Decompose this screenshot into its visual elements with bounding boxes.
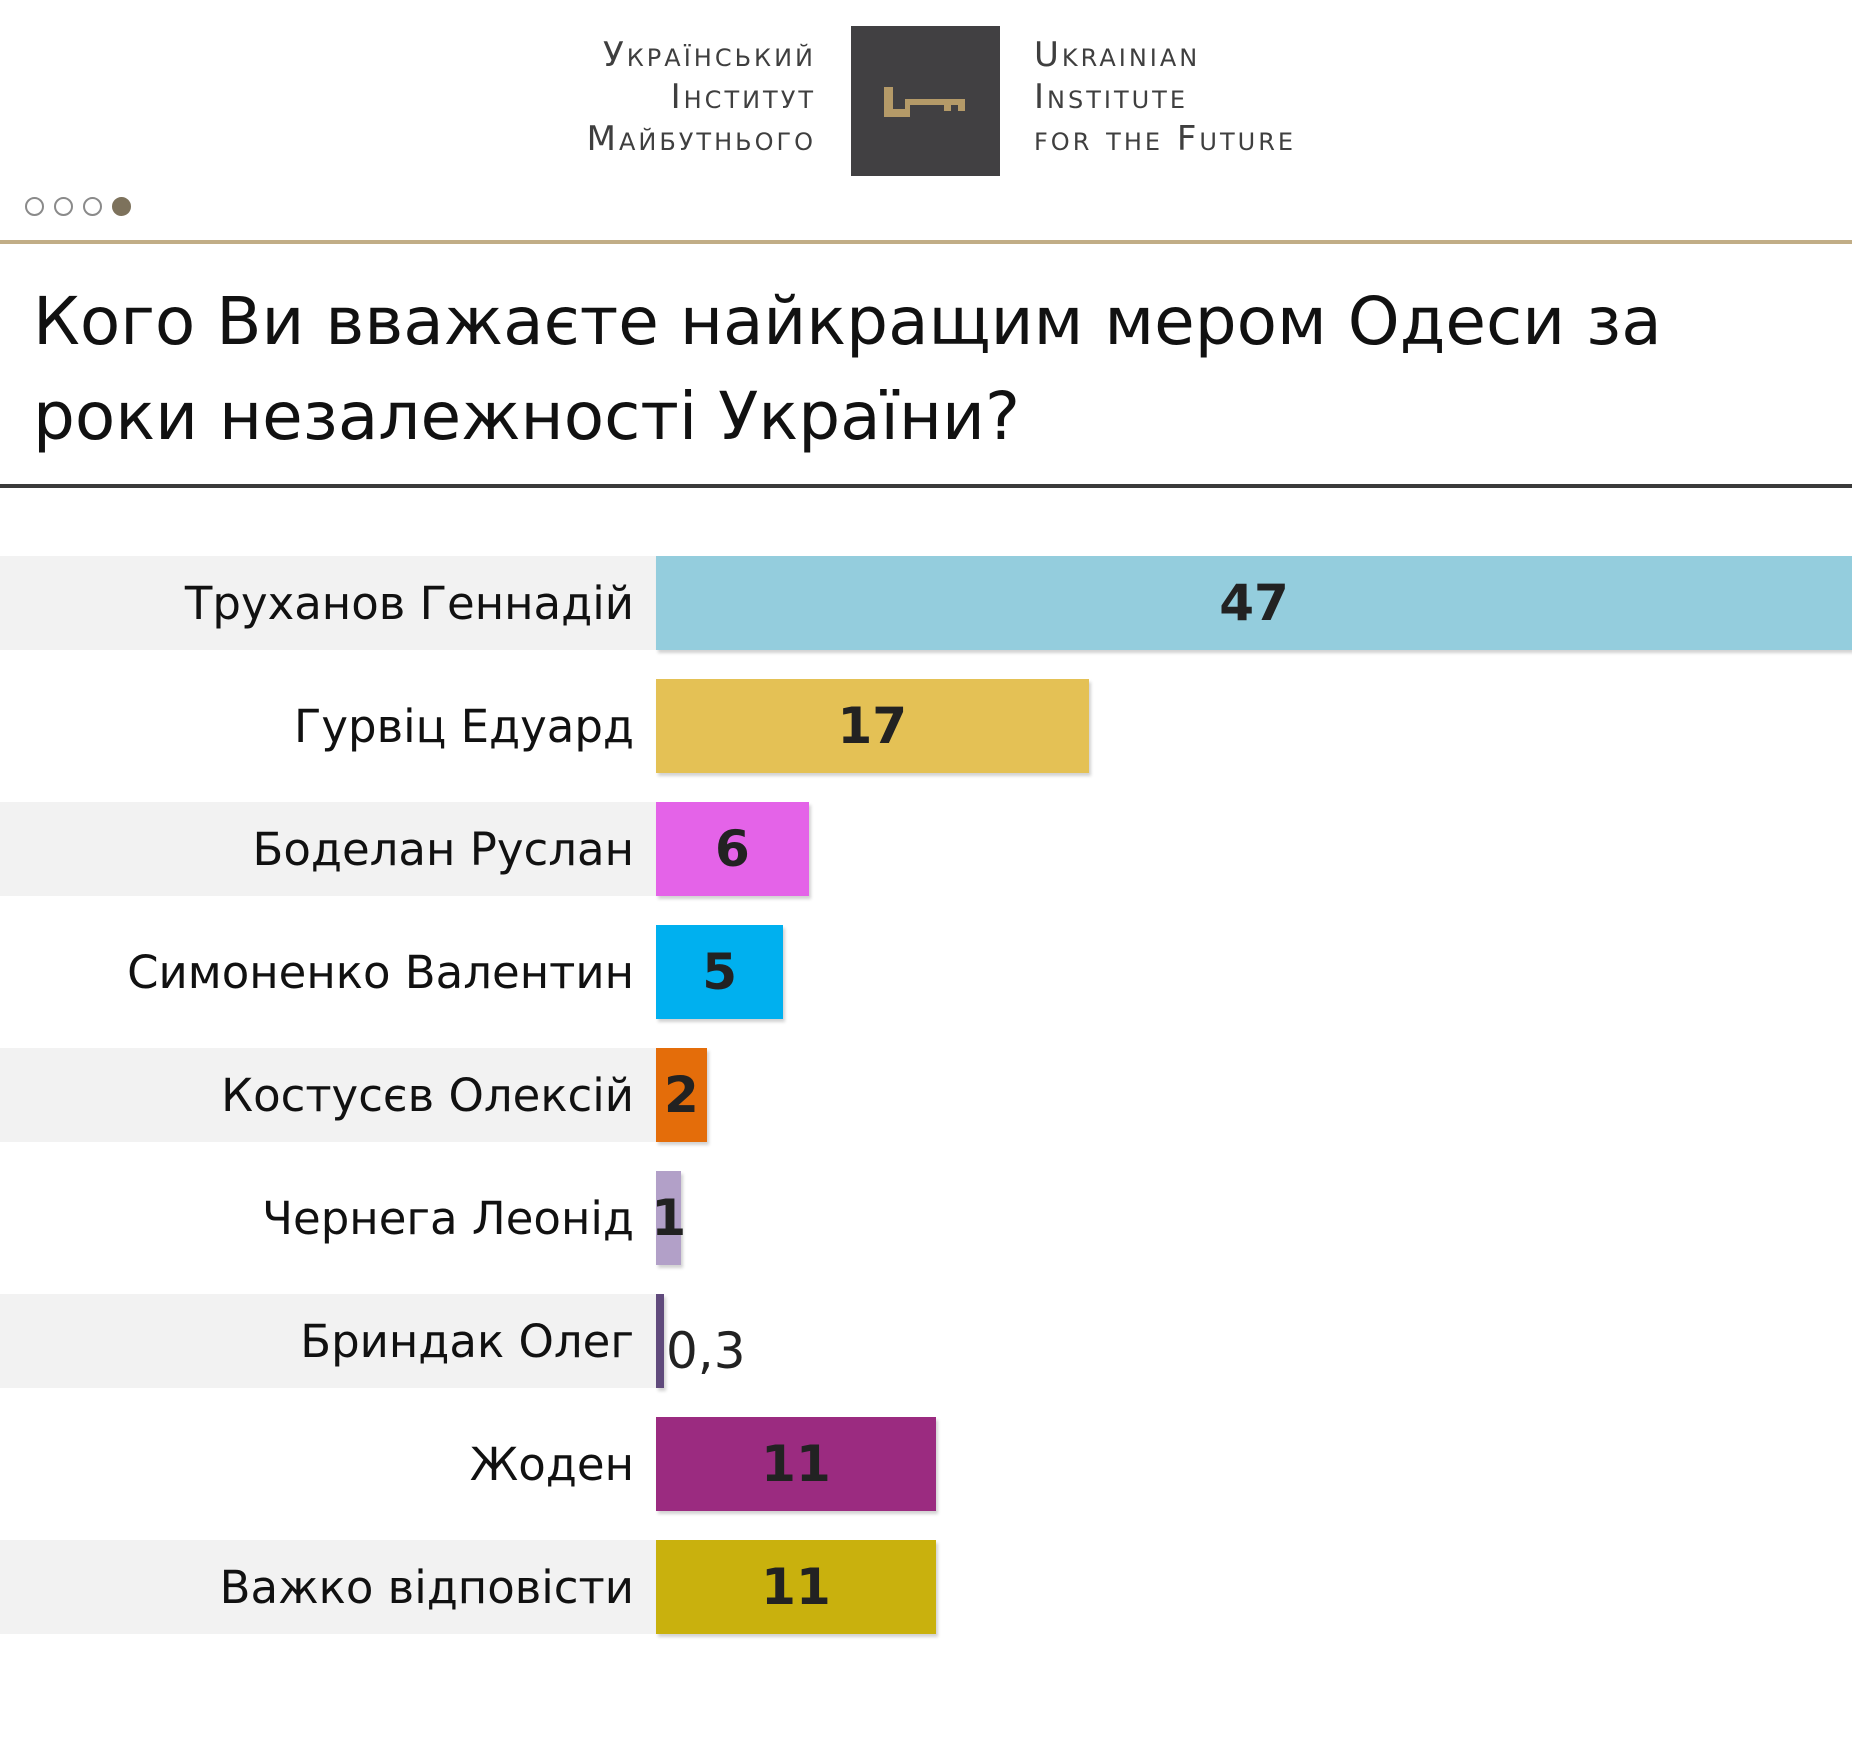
value-label: 11 bbox=[761, 1435, 831, 1493]
key-icon bbox=[884, 87, 965, 117]
bar bbox=[656, 1171, 682, 1265]
logo-text-en: Ukrainian Institute for the Future bbox=[1034, 34, 1296, 160]
chart-row: Боделан Руслан 6 bbox=[0, 802, 1852, 896]
value-label: 47 bbox=[1219, 574, 1289, 632]
chart-row: Симоненко Валентин 5 bbox=[0, 925, 1852, 1019]
logo-en-line: Ukrainian bbox=[1034, 35, 1201, 75]
chart-row: Труханов Геннадій 47 bbox=[0, 556, 1852, 650]
chart-row: Бриндак Олег 0,3 bbox=[0, 1294, 1852, 1388]
chart-row: Важко відповісти 11 bbox=[0, 1540, 1852, 1634]
bar bbox=[656, 1417, 936, 1511]
chart-row: Гурвіц Едуард 17 bbox=[0, 679, 1852, 773]
slide-dot[interactable] bbox=[54, 197, 73, 216]
chart-title: Кого Ви вважаєте найкращим мером Одеси з… bbox=[33, 283, 1662, 455]
logo-text-ua: Український Інститут Майбутнього bbox=[587, 34, 816, 160]
category-label: Гурвіц Едуард bbox=[293, 699, 634, 753]
chart-row: Чернега Леонід 1 bbox=[0, 1171, 1852, 1265]
row-band bbox=[0, 1048, 656, 1142]
slide-dot[interactable] bbox=[83, 197, 102, 216]
category-label: Труханов Геннадій bbox=[184, 576, 634, 630]
category-label: Костусєв Олексій bbox=[221, 1068, 634, 1122]
slide-dot[interactable] bbox=[112, 197, 131, 216]
value-label: 6 bbox=[714, 820, 750, 878]
bar bbox=[656, 1048, 707, 1142]
value-label: 11 bbox=[761, 1558, 831, 1616]
bar bbox=[656, 679, 1089, 773]
row-band bbox=[0, 802, 656, 896]
category-label: Бриндак Олег bbox=[300, 1314, 634, 1368]
value-label: 0,3 bbox=[666, 1322, 746, 1380]
title-divider bbox=[0, 484, 1852, 488]
logo-ua-line: Український bbox=[603, 35, 816, 75]
bar bbox=[656, 925, 784, 1019]
bar bbox=[656, 1540, 936, 1634]
logo-en-line: for the Future bbox=[1034, 119, 1297, 159]
value-label: 1 bbox=[651, 1189, 687, 1247]
row-band bbox=[0, 1540, 656, 1634]
header-divider bbox=[0, 240, 1852, 244]
logo-en-line: Institute bbox=[1034, 77, 1189, 117]
chart-row: Костусєв Олексій 2 bbox=[0, 1048, 1852, 1142]
value-label: 2 bbox=[664, 1066, 699, 1124]
row-band bbox=[0, 1294, 656, 1388]
logo-ua-line: Майбутнього bbox=[586, 119, 816, 159]
category-label: Важко відповісти bbox=[219, 1560, 634, 1614]
logo-box bbox=[851, 26, 1000, 176]
chart-row: Жоден 11 bbox=[0, 1417, 1852, 1511]
slide-dot[interactable] bbox=[25, 197, 44, 216]
category-label: Чернега Леонід bbox=[262, 1191, 634, 1245]
category-label: Жоден bbox=[469, 1437, 634, 1491]
row-band bbox=[0, 556, 656, 650]
category-label: Боделан Руслан bbox=[252, 822, 634, 876]
value-label: 17 bbox=[837, 697, 908, 755]
bar bbox=[656, 802, 809, 896]
bar bbox=[656, 1294, 664, 1388]
logo-ua-line: Інститут bbox=[670, 77, 816, 117]
slide-pagination bbox=[25, 197, 131, 216]
value-label: 5 bbox=[702, 943, 737, 1001]
bar bbox=[656, 556, 1852, 650]
category-label: Симоненко Валентин bbox=[127, 945, 634, 999]
